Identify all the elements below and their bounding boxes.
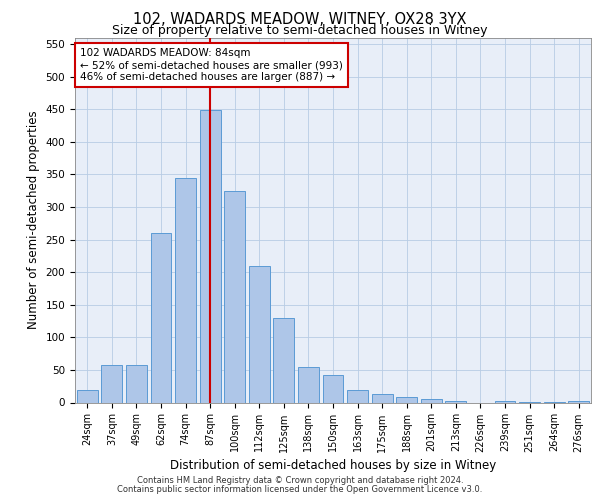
Bar xyxy=(126,366,147,403)
Bar xyxy=(347,390,368,402)
Bar xyxy=(298,366,319,402)
Bar xyxy=(396,398,417,402)
Bar xyxy=(568,400,589,402)
Text: 102, WADARDS MEADOW, WITNEY, OX28 3YX: 102, WADARDS MEADOW, WITNEY, OX28 3YX xyxy=(133,12,467,28)
X-axis label: Distribution of semi-detached houses by size in Witney: Distribution of semi-detached houses by … xyxy=(170,458,496,471)
Bar xyxy=(494,400,515,402)
Text: Size of property relative to semi-detached houses in Witney: Size of property relative to semi-detach… xyxy=(112,24,488,37)
Bar xyxy=(249,266,270,402)
Y-axis label: Number of semi-detached properties: Number of semi-detached properties xyxy=(27,110,40,330)
Bar xyxy=(77,390,98,402)
Bar xyxy=(101,366,122,403)
Bar xyxy=(445,401,466,402)
Bar xyxy=(421,399,442,402)
Bar xyxy=(323,375,343,402)
Bar xyxy=(274,318,295,402)
Bar xyxy=(151,233,172,402)
Bar xyxy=(175,178,196,402)
Text: Contains public sector information licensed under the Open Government Licence v3: Contains public sector information licen… xyxy=(118,484,482,494)
Bar xyxy=(200,110,221,403)
Bar xyxy=(224,190,245,402)
Text: Contains HM Land Registry data © Crown copyright and database right 2024.: Contains HM Land Registry data © Crown c… xyxy=(137,476,463,485)
Bar xyxy=(371,394,392,402)
Text: 102 WADARDS MEADOW: 84sqm
← 52% of semi-detached houses are smaller (993)
46% of: 102 WADARDS MEADOW: 84sqm ← 52% of semi-… xyxy=(80,48,343,82)
